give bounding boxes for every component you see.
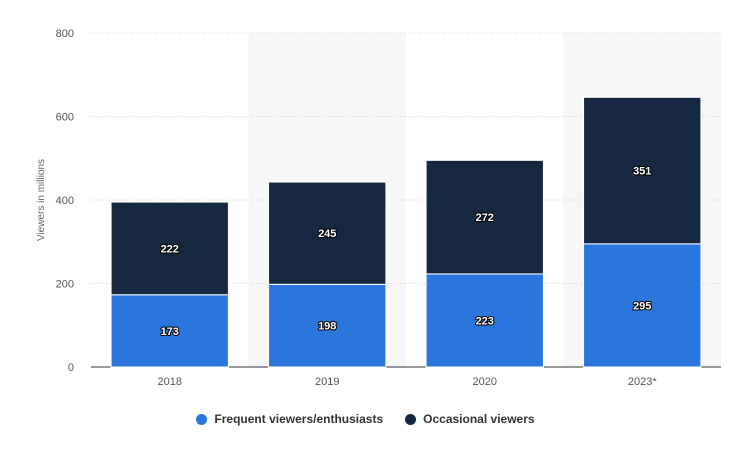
x-tick-label: 2020 — [473, 376, 497, 388]
bar-frequent[interactable] — [110, 294, 229, 368]
legend-swatch-occasional — [405, 413, 417, 425]
bar-value-label: 223 — [476, 315, 494, 327]
bar-frequent[interactable] — [268, 283, 387, 368]
y-tick-label: 400 — [56, 195, 74, 207]
bar-value-label: 272 — [476, 212, 494, 224]
legend: Frequent viewers/enthusiasts Occasional … — [0, 412, 731, 426]
bar-value-label: 245 — [318, 228, 336, 240]
bar-occasional[interactable] — [425, 159, 544, 275]
bar-value-label: 222 — [161, 243, 179, 255]
y-tick-label: 800 — [56, 28, 74, 40]
bar-value-label: 351 — [633, 166, 651, 178]
bar-frequent[interactable] — [583, 243, 702, 368]
legend-item-frequent[interactable]: Frequent viewers/enthusiasts — [196, 412, 383, 426]
legend-label-frequent: Frequent viewers/enthusiasts — [214, 412, 384, 426]
legend-label-occasional: Occasional viewers — [423, 412, 535, 426]
x-axis-ticks: 2018 2019 2020 2023* — [158, 376, 658, 388]
bar-occasional[interactable] — [110, 201, 229, 296]
x-tick-label: 2019 — [315, 376, 339, 388]
y-tick-label: 600 — [56, 112, 74, 124]
y-axis-label: Viewers in millions — [36, 159, 47, 241]
bar-value-label: 173 — [161, 326, 179, 338]
bar-value-label: 295 — [633, 300, 651, 312]
bar-frequent[interactable] — [425, 273, 544, 368]
x-tick-label: 2018 — [158, 376, 182, 388]
bars: 173 222 198 245 223 272 295 351 — [110, 96, 702, 368]
legend-item-occasional[interactable]: Occasional viewers — [405, 412, 535, 426]
y-tick-label: 0 — [68, 362, 74, 374]
chart-canvas: 0 200 400 600 800 173 222 198 245 223 272 295 351 2… — [36, 28, 721, 388]
y-axis-ticks: 0 200 400 600 800 — [56, 28, 74, 374]
y-tick-label: 200 — [56, 279, 74, 291]
bar-value-label: 198 — [318, 321, 336, 333]
legend-swatch-frequent — [196, 413, 208, 425]
x-tick-label: 2023* — [628, 376, 657, 388]
bar-occasional[interactable] — [268, 181, 387, 285]
bar-occasional[interactable] — [583, 96, 702, 245]
